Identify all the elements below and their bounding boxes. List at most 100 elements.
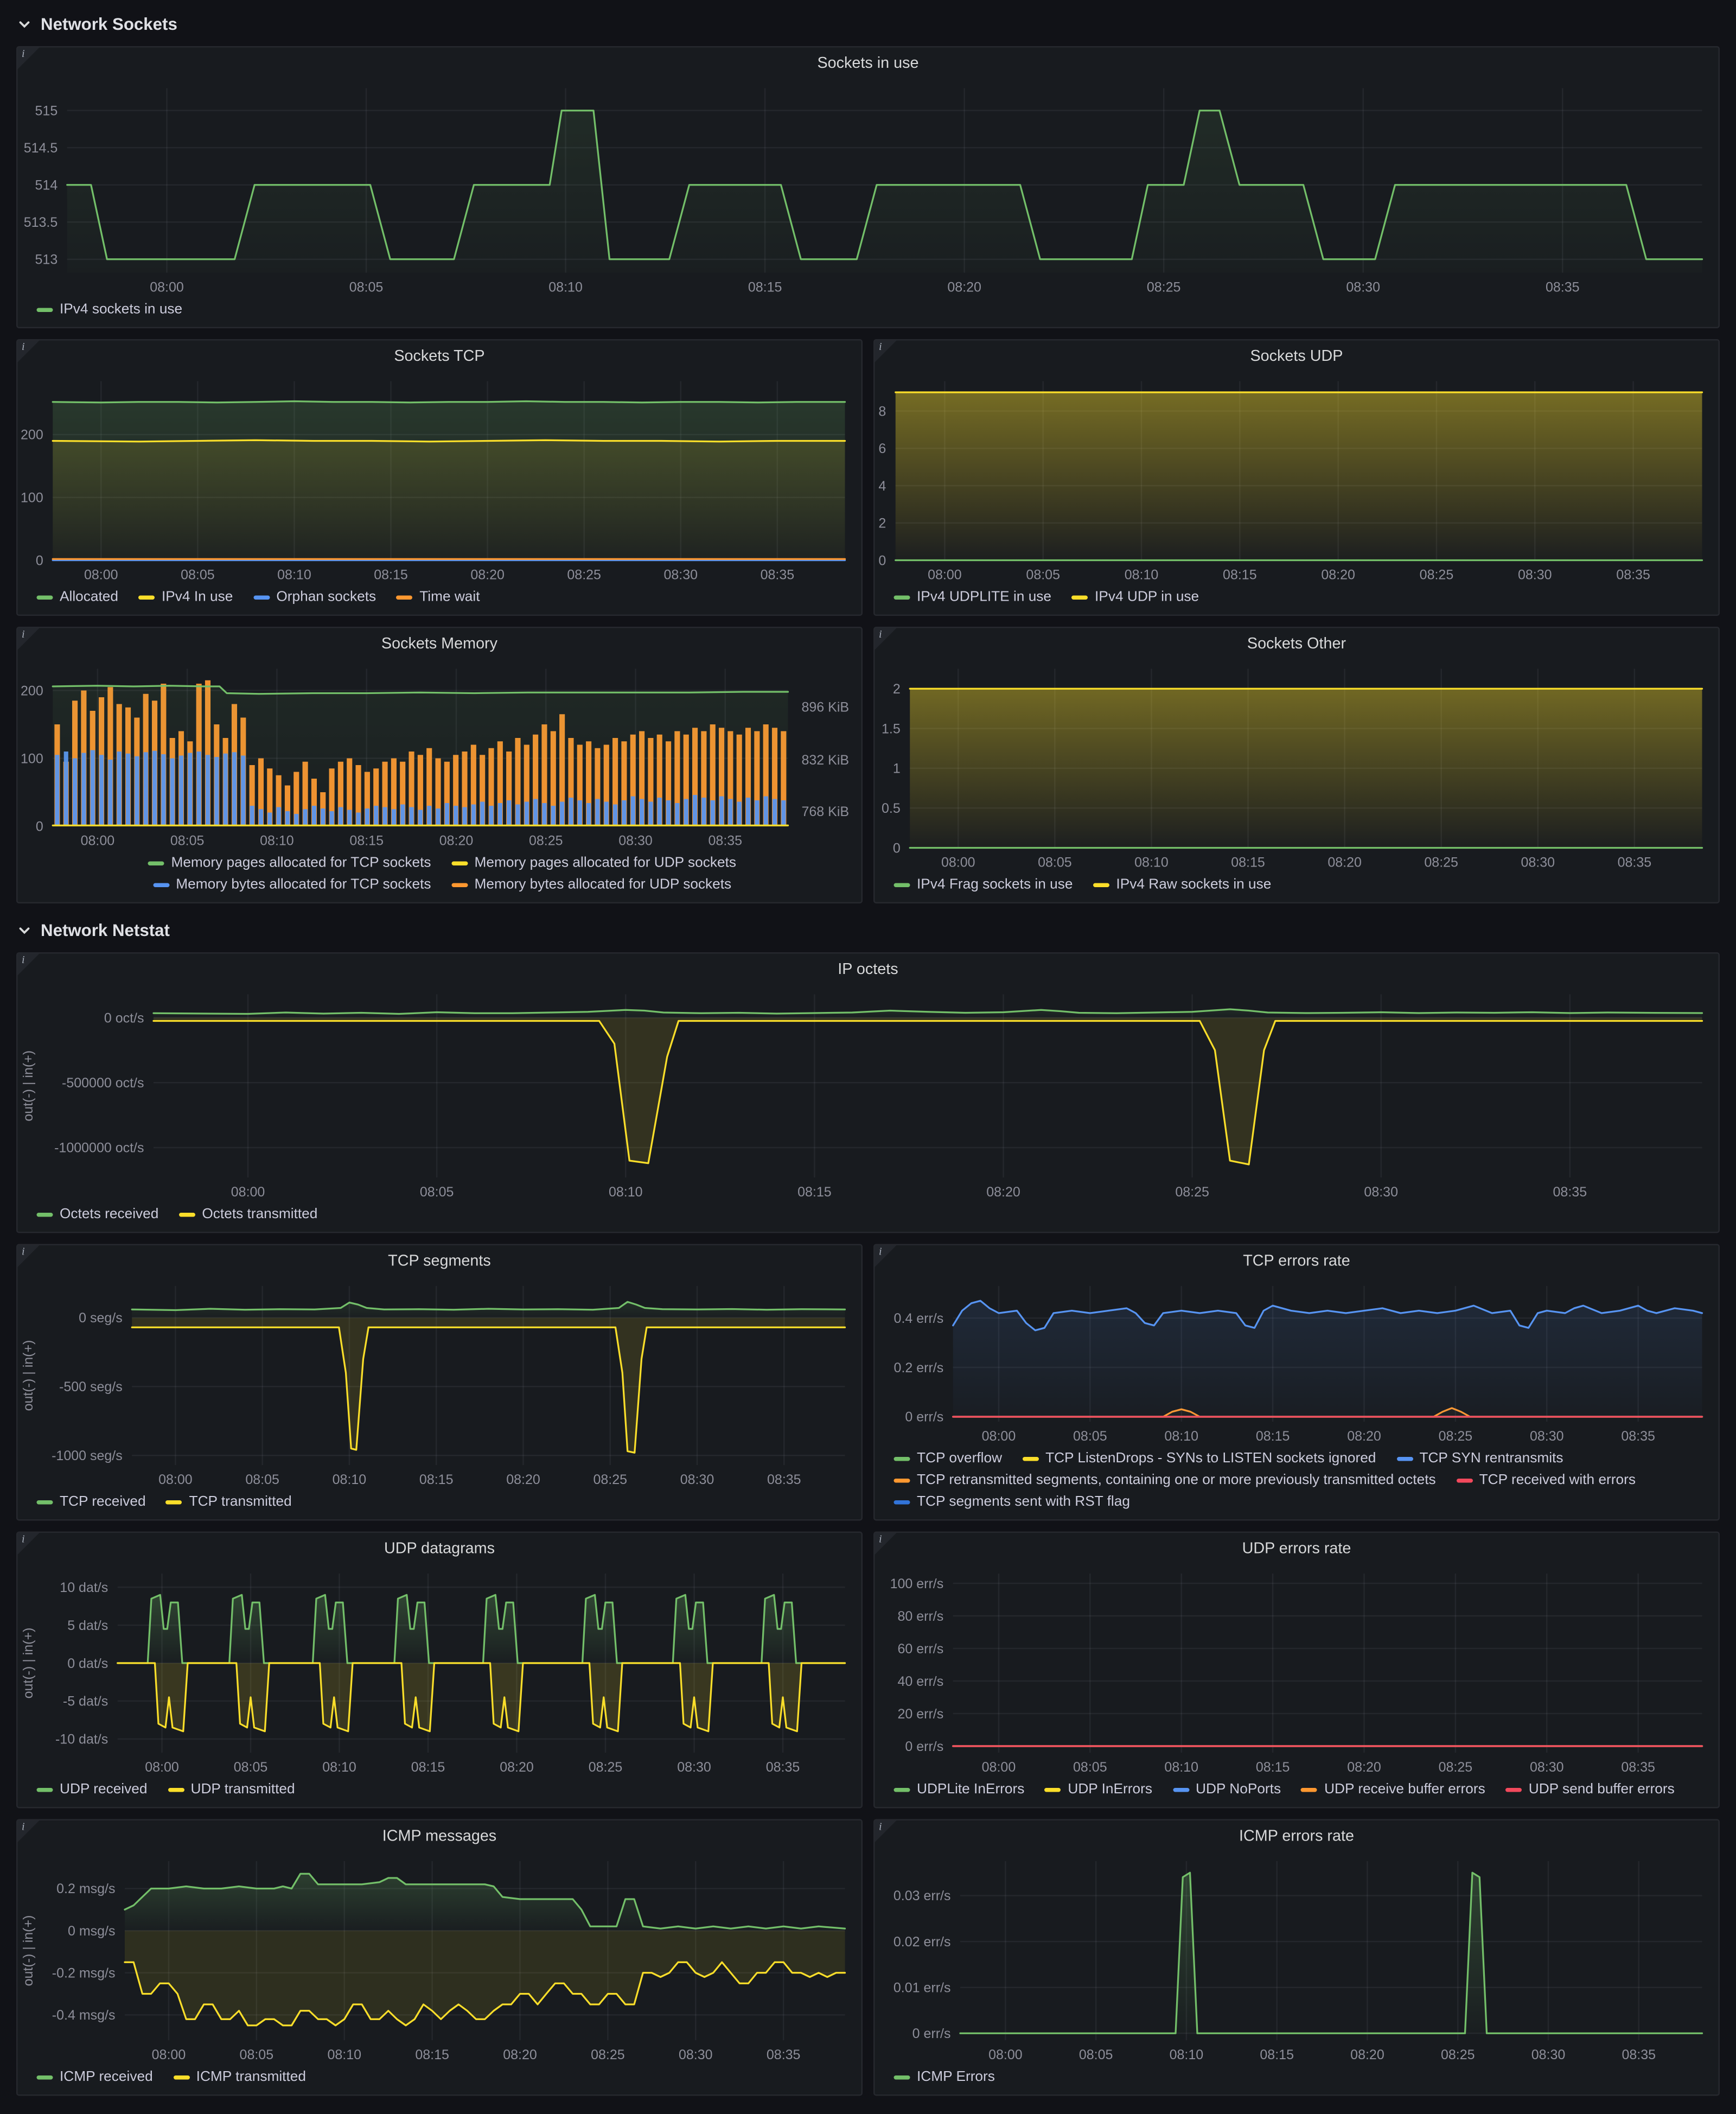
legend-label: Time wait [419, 589, 480, 605]
legend-item[interactable]: UDP transmitted [167, 1781, 295, 1799]
svg-text:08:25: 08:25 [1420, 568, 1454, 583]
legend-item[interactable]: IPv4 In use [138, 589, 233, 607]
panel-title[interactable]: ICMP errors rate [1239, 1828, 1354, 1844]
legend-item[interactable]: UDP InErrors [1044, 1781, 1152, 1799]
legend-label: TCP received with errors [1479, 1472, 1636, 1488]
chart-icmp-errors-rate[interactable]: 08:00 08:05 08:10 08:15 08:20 08:25 08:30 08:35… [875, 1852, 1719, 2066]
legend-item[interactable]: ICMP Errors [893, 2068, 995, 2087]
chart-udp-errors-rate[interactable]: 08:00 08:05 08:10 08:15 08:20 08:25 08:30 08:35… [875, 1564, 1719, 1779]
svg-text:08:15: 08:15 [1223, 568, 1257, 583]
legend-label: TCP ListenDrops - SYNs to LISTEN sockets… [1045, 1450, 1376, 1467]
legend-item[interactable]: TCP retransmitted segments, containing o… [893, 1472, 1436, 1490]
chart-sockets-tcp[interactable]: 08:00 08:05 08:10 08:15 08:20 08:25 08:30 08:35… [18, 372, 861, 586]
legend-swatch [148, 861, 164, 865]
legend-item[interactable]: Time wait [396, 589, 480, 607]
legend-swatch [893, 2075, 910, 2080]
legend-swatch [36, 595, 53, 600]
chart-udp-datagrams[interactable]: 08:00 08:05 08:10 08:15 08:20 08:25 08:30 08:35… [18, 1564, 861, 1779]
legend-swatch [152, 883, 169, 887]
legend-label: ICMP Errors [917, 2068, 995, 2085]
legend-swatch [396, 595, 413, 600]
panel-title[interactable]: Sockets Other [1247, 635, 1346, 652]
chart-tcp-segments[interactable]: 08:00 08:05 08:10 08:15 08:20 08:25 08:30 08:35… [18, 1277, 861, 1491]
legend-swatch [1093, 883, 1109, 887]
svg-text:08:00: 08:00 [928, 568, 962, 583]
chart-sockets-udp[interactable]: 08:00 08:05 08:10 08:15 08:20 08:25 08:30 08:35… [875, 372, 1719, 586]
legend-item[interactable]: Memory pages allocated for TCP sockets [148, 855, 431, 873]
legend-item[interactable]: Memory bytes allocated for TCP sockets [152, 876, 431, 894]
svg-text:1.5: 1.5 [882, 721, 901, 736]
chart-ip-octets[interactable]: 08:00 08:05 08:10 08:15 08:20 08:25 08:30 08:35… [18, 985, 1719, 1204]
panel-title[interactable]: TCP errors rate [1243, 1252, 1350, 1269]
chart-icmp-messages[interactable]: 08:00 08:05 08:10 08:15 08:20 08:25 08:30 08:35… [18, 1852, 861, 2066]
svg-text:08:30: 08:30 [677, 1760, 711, 1775]
legend-item[interactable]: Octets transmitted [178, 1206, 317, 1224]
legend-item[interactable]: UDPLite InErrors [893, 1781, 1024, 1799]
legend-item[interactable]: Memory bytes allocated for UDP sockets [451, 876, 731, 894]
legend-item[interactable]: IPv4 sockets in use [36, 301, 182, 319]
legend-swatch [1396, 1457, 1413, 1461]
legend-item[interactable]: ICMP received [36, 2069, 153, 2087]
chart-sockets-in-use[interactable]: 08:00 08:05 08:10 08:15 08:20 08:25 08:30 08:35… [18, 79, 1719, 298]
svg-text:08:20: 08:20 [500, 1760, 534, 1775]
legend-label: Orphan sockets [276, 589, 376, 605]
chart-tcp-errors-rate[interactable]: 08:00 08:05 08:10 08:15 08:20 08:25 08:30 08:35… [875, 1277, 1719, 1448]
legend-item[interactable]: IPv4 UDP in use [1071, 589, 1199, 607]
legend-item[interactable]: Octets received [36, 1206, 158, 1224]
svg-text:08:05: 08:05 [1026, 568, 1060, 583]
panel-title[interactable]: Sockets in use [817, 55, 919, 72]
legend-swatch [893, 1500, 910, 1505]
svg-text:08:15: 08:15 [415, 2047, 449, 2062]
svg-text:832 KiB: 832 KiB [802, 753, 850, 768]
panel-title[interactable]: Sockets TCP [394, 348, 485, 365]
panel-title[interactable]: Sockets Memory [381, 635, 498, 652]
panel-sockets-in-use: i Sockets in use 08:00 08:05 08:10 08:15 08:… [16, 46, 1720, 328]
legend-swatch [36, 1500, 53, 1505]
legend-item[interactable]: TCP received with errors [1456, 1472, 1636, 1490]
panel-title[interactable]: IP octets [838, 961, 898, 978]
legend-item[interactable]: UDP received [36, 1781, 147, 1799]
legend-item[interactable]: TCP overflow [893, 1450, 1002, 1468]
panel-title[interactable]: UDP errors rate [1242, 1540, 1351, 1557]
legend-item[interactable]: TCP ListenDrops - SYNs to LISTEN sockets… [1022, 1450, 1376, 1468]
legend-item[interactable]: Memory pages allocated for UDP sockets [451, 855, 736, 873]
panel-title[interactable]: ICMP messages [382, 1828, 497, 1844]
panel-title[interactable]: Sockets UDP [1250, 348, 1343, 365]
section-network-netstat[interactable]: Network Netstat [16, 914, 1720, 947]
svg-text:08:05: 08:05 [1079, 2047, 1113, 2062]
svg-text:514.5: 514.5 [24, 141, 58, 156]
chart-sockets-memory[interactable]: 08:00 08:05 08:10 08:15 08:20 08:25 08:30 08:35… [18, 659, 861, 852]
legend-item[interactable]: Orphan sockets [253, 589, 376, 607]
legend-item[interactable]: IPv4 Raw sockets in use [1093, 876, 1271, 894]
svg-text:0 err/s: 0 err/s [912, 2026, 951, 2041]
legend-swatch [893, 1479, 910, 1483]
legend-swatch [36, 2075, 53, 2080]
legend-label: Memory bytes allocated for TCP sockets [176, 876, 431, 893]
section-title: Network Netstat [41, 921, 170, 940]
svg-text:-0.2 msg/s: -0.2 msg/s [52, 1966, 116, 1981]
legend-item[interactable]: UDP receive buffer errors [1301, 1781, 1485, 1799]
legend-item[interactable]: ICMP transmitted [173, 2069, 306, 2087]
legend-item[interactable]: Allocated [36, 589, 118, 607]
panel-title[interactable]: TCP segments [388, 1252, 491, 1269]
legend-item[interactable]: TCP segments sent with RST flag [893, 1494, 1130, 1512]
legend-item[interactable]: IPv4 Frag sockets in use [893, 876, 1073, 894]
legend-swatch [36, 1213, 53, 1217]
svg-text:08:05: 08:05 [234, 1760, 268, 1775]
legend-item[interactable]: IPv4 UDPLITE in use [893, 589, 1051, 607]
legend-item[interactable]: TCP transmitted [166, 1494, 292, 1512]
section-network-sockets[interactable]: Network Sockets [16, 8, 1720, 41]
panel-icmp-errors-rate: i ICMP errors rate 08:00 08:05 08:10 08:15 0… [873, 1819, 1720, 2096]
svg-text:08:20: 08:20 [1347, 1429, 1381, 1444]
legend-swatch [893, 883, 910, 887]
chart-sockets-other[interactable]: 08:00 08:05 08:10 08:15 08:20 08:25 08:30 08:35… [875, 659, 1719, 874]
legend-item[interactable]: UDP NoPorts [1172, 1781, 1281, 1799]
legend-item[interactable]: TCP SYN rentransmits [1396, 1450, 1563, 1468]
panel-title[interactable]: UDP datagrams [384, 1540, 495, 1557]
legend-item[interactable]: UDP send buffer errors [1505, 1781, 1675, 1799]
panel-udp-datagrams: i UDP datagrams 08:00 08:05 08:10 08:15 08:2… [16, 1531, 863, 1809]
legend-item[interactable]: TCP received [36, 1494, 146, 1512]
legend-label: UDP NoPorts [1196, 1781, 1281, 1798]
